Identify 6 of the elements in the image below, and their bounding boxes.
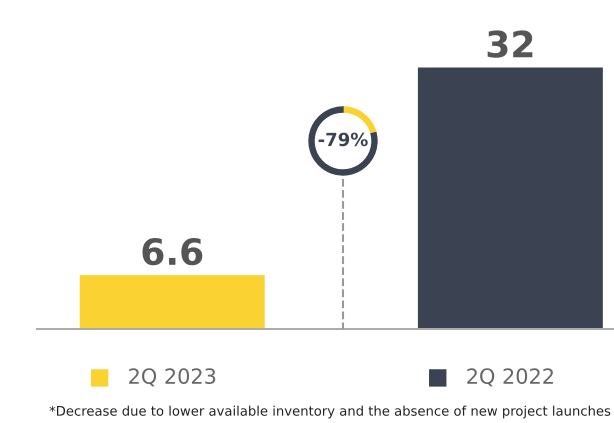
x-tick-label: 2Q 2023 [129, 368, 216, 386]
data-label: 32 [488, 30, 532, 58]
x-tick-label: 2Q 2022 [467, 368, 553, 386]
data-label: 6.6 [142, 238, 202, 266]
text: *Decrease due to lower available inventory and the absence of new project launches [49, 406, 610, 418]
annotation: -79% [318, 132, 368, 146]
